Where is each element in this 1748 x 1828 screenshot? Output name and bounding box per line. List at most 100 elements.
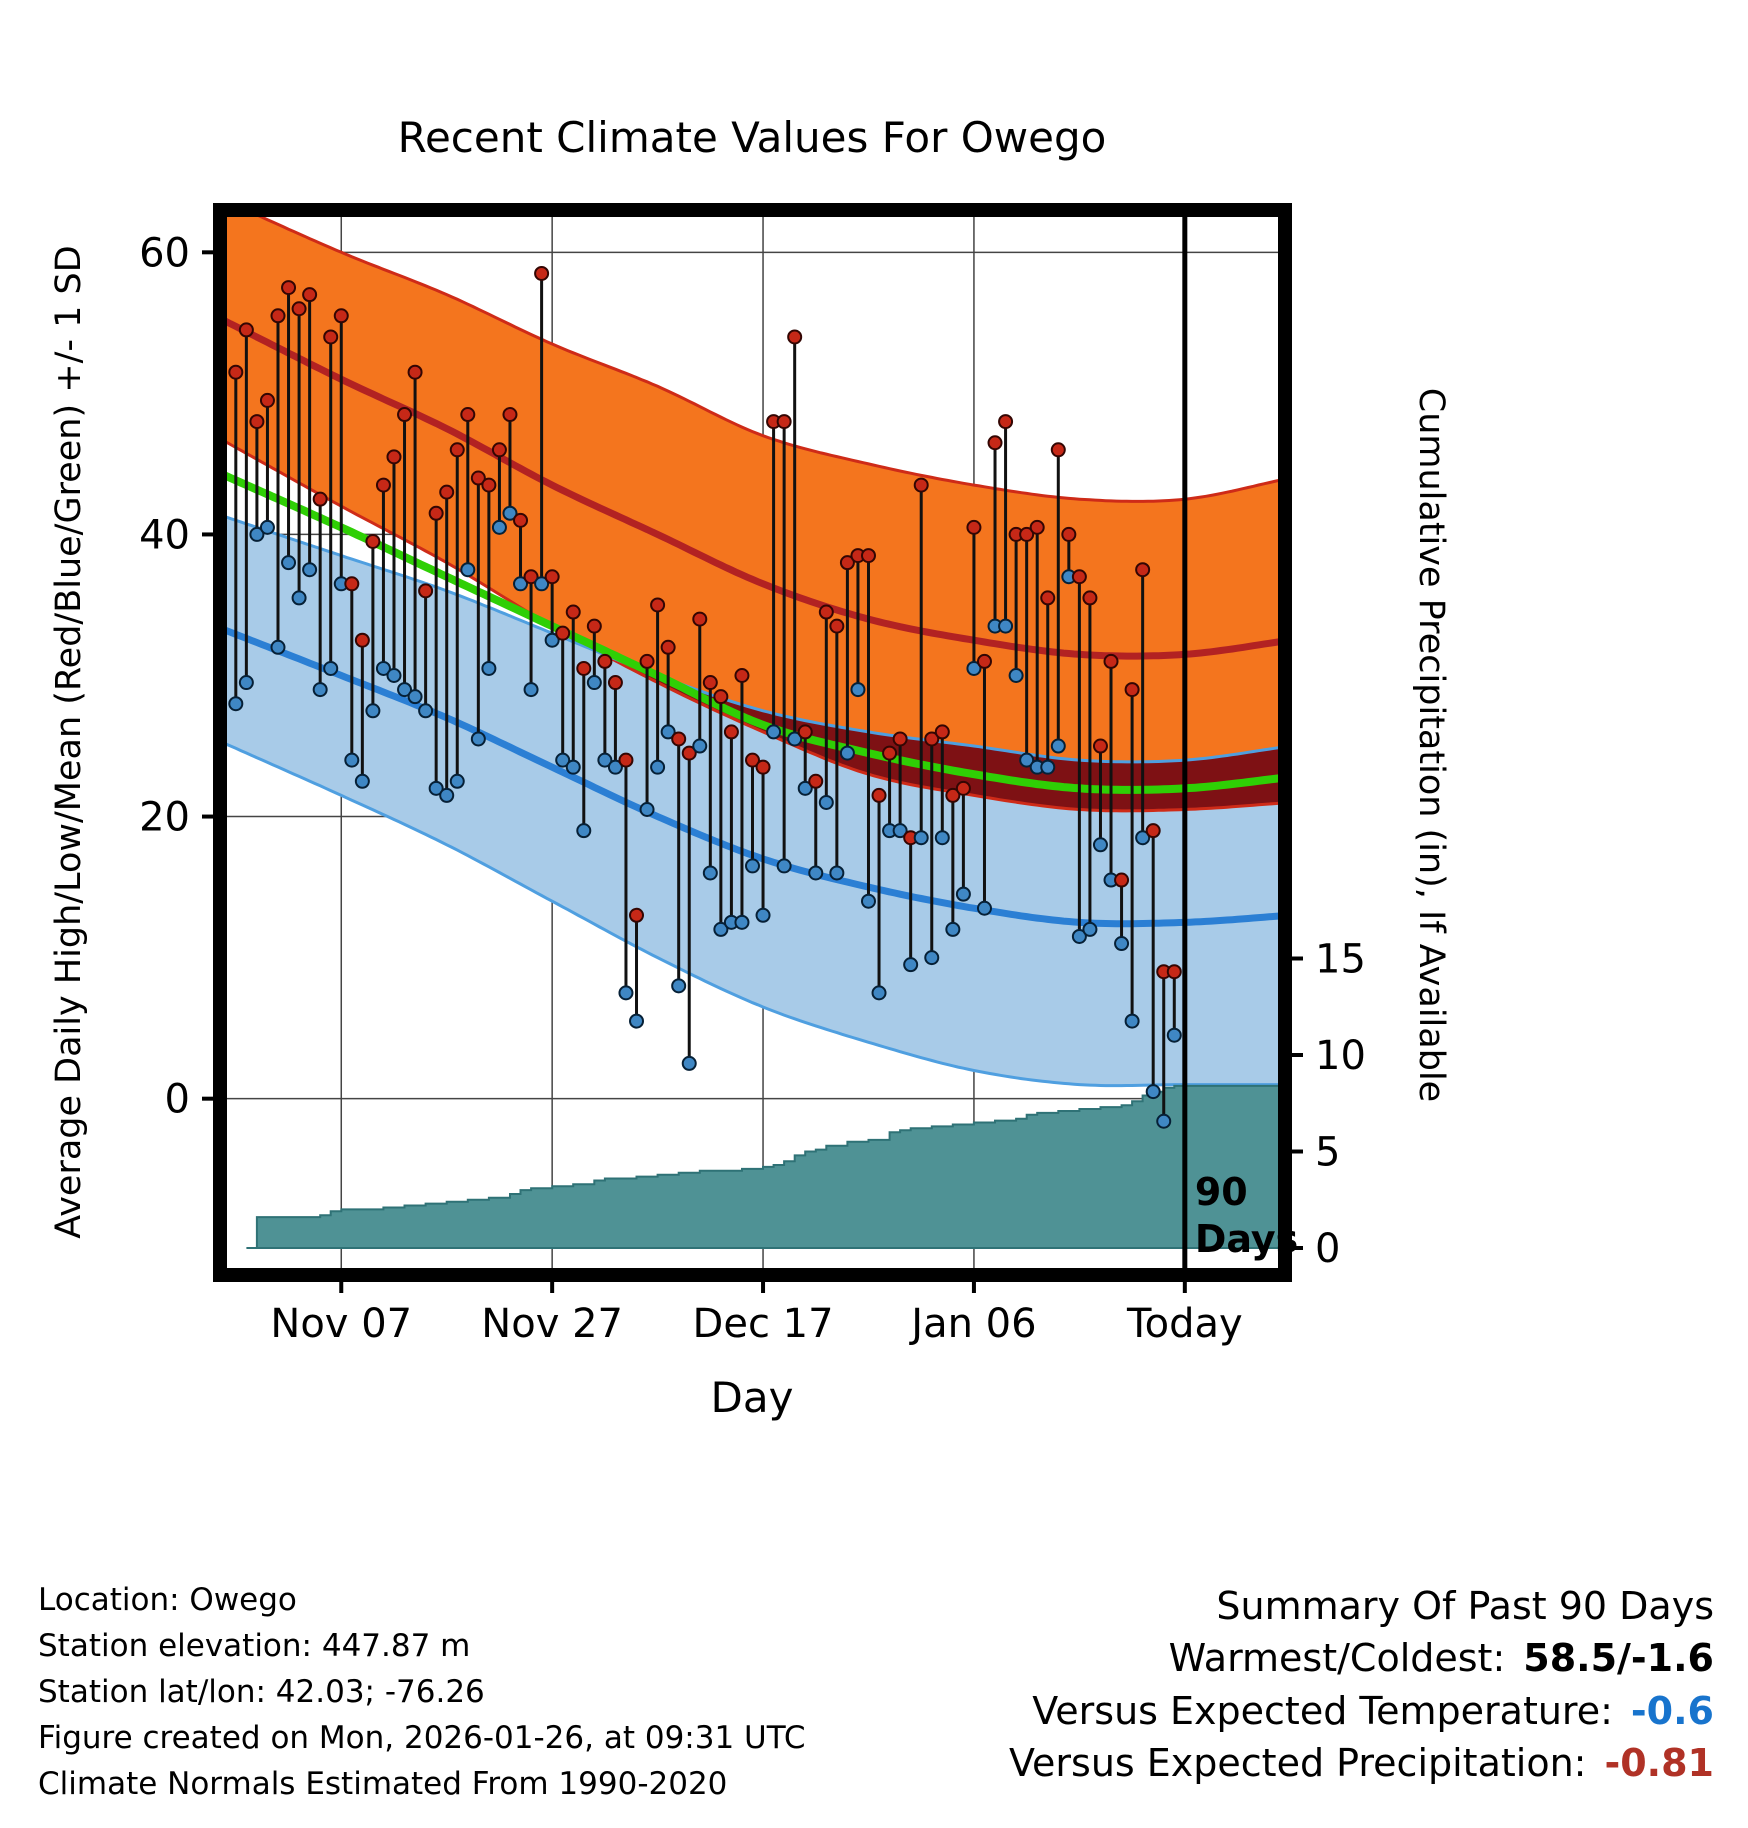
high-dot <box>829 618 845 634</box>
high-dot <box>745 752 760 768</box>
x-tick-label: Nov 07 <box>270 1301 412 1347</box>
summary-label: Versus Expected Temperature: <box>1032 1688 1613 1733</box>
low-dot <box>597 752 613 768</box>
precip-area <box>246 1084 1285 1249</box>
high-dot <box>702 675 718 691</box>
high-dot <box>808 773 824 789</box>
low-dot <box>323 660 339 676</box>
high-dot <box>523 569 539 585</box>
low-dot <box>555 752 571 768</box>
high-dot <box>481 477 497 493</box>
high-dot <box>1019 526 1035 542</box>
high-dot <box>871 787 887 803</box>
high-dot <box>998 414 1014 430</box>
low-dot <box>871 985 887 1001</box>
info-normals: Climate Normals Estimated From 1990-2020 <box>38 1765 728 1802</box>
low-dot <box>238 675 254 691</box>
low-dot <box>576 823 592 839</box>
low-dot <box>1135 830 1151 846</box>
high-dot <box>270 308 286 324</box>
low-dot <box>755 907 771 923</box>
high-band <box>220 210 1285 811</box>
high-dot <box>1103 653 1119 669</box>
low-dot <box>629 1013 645 1029</box>
low-dot <box>460 562 476 578</box>
high-dot <box>892 731 908 747</box>
y-right-tick-label: 15 <box>1315 937 1366 983</box>
low-dot <box>281 555 297 571</box>
low-dot <box>1156 1113 1172 1129</box>
low-dot <box>470 731 486 747</box>
low-dot <box>544 632 560 648</box>
high-dot <box>607 675 623 691</box>
low-dot <box>291 590 307 606</box>
x-tick-label: Nov 27 <box>481 1301 623 1347</box>
summary-value: 58.5/-1.6 <box>1523 1636 1714 1681</box>
high-dot <box>955 780 971 796</box>
high-dot <box>860 548 876 564</box>
y-right-tick-label: 0 <box>1315 1226 1340 1272</box>
high-dot <box>924 731 940 747</box>
low-dot <box>671 978 687 994</box>
y-left-tick-label: 60 <box>139 230 190 276</box>
low-dot <box>407 689 423 705</box>
high-dot <box>1092 738 1108 754</box>
x-axis-label: Day <box>711 1373 794 1422</box>
low-dot <box>745 858 760 874</box>
plot-border <box>213 203 1292 1282</box>
high-dot <box>650 597 666 613</box>
low-dot <box>808 865 824 881</box>
low-dot <box>787 731 803 747</box>
high-dot <box>302 287 318 303</box>
high-band-bottom-edge <box>220 437 1285 813</box>
high-dot <box>1145 823 1161 839</box>
high-dot <box>312 491 328 507</box>
low-dot <box>913 830 929 846</box>
high-dot <box>1040 590 1056 606</box>
summary-value: -0.6 <box>1630 1688 1714 1733</box>
high-dot <box>1071 569 1087 585</box>
overlap-band <box>604 654 1285 811</box>
x-tick-label: Today <box>1126 1301 1243 1347</box>
y-left-axis-label: Average Daily High/Low/Mean (Red/Blue/Gr… <box>49 245 89 1238</box>
low-dot <box>818 794 834 810</box>
ninety-days-label: 90 <box>1195 1170 1248 1214</box>
high-dot <box>544 569 560 585</box>
station-info: Location: Owego Station elevation: 447.8… <box>38 1578 806 1807</box>
info-created: Figure created on Mon, 2026-01-26, at 09… <box>38 1719 806 1756</box>
high-dot <box>660 639 676 655</box>
low-dot <box>797 780 813 796</box>
low-dot <box>650 759 666 775</box>
mean-line <box>220 469 1285 794</box>
low-dot <box>955 886 971 902</box>
high-dot <box>238 322 254 338</box>
summary-row-warmest-coldest: Warmest/Coldest: 58.5/-1.6 <box>1009 1632 1714 1684</box>
low-dot <box>829 865 845 881</box>
x-tick-label: Jan 06 <box>908 1301 1036 1347</box>
low-dot <box>607 759 623 775</box>
low-dot <box>839 745 855 761</box>
summary-row-vs-temperature: Versus Expected Temperature: -0.6 <box>1009 1685 1714 1737</box>
high-dot <box>629 907 645 923</box>
low-dot <box>481 660 497 676</box>
high-dot <box>945 787 961 803</box>
low-dot <box>1050 738 1066 754</box>
low-dot <box>903 957 919 973</box>
summary-label: Warmest/Coldest: <box>1168 1636 1506 1681</box>
summary-heading: Summary Of Past 90 Days <box>1216 1584 1714 1628</box>
high-dot <box>365 533 381 549</box>
axes: 0 20 40 60 0 5 10 15 Nov 07 Nov 27 Dec 17 Jan 06 Tod… <box>139 230 1366 1347</box>
low-dot <box>766 724 782 740</box>
low-dot <box>439 787 455 803</box>
high-dot <box>734 667 750 683</box>
low-dot <box>386 667 402 683</box>
low-dot <box>228 696 244 712</box>
y-right-tick-label: 10 <box>1315 1033 1366 1079</box>
low-dot <box>1114 936 1130 952</box>
low-dot <box>945 921 961 937</box>
summary-row-vs-precipitation: Versus Expected Precipitation: -0.81 <box>1009 1737 1714 1789</box>
summary-value: -0.81 <box>1604 1741 1714 1786</box>
high-dot <box>818 604 834 620</box>
high-dot <box>323 329 339 345</box>
y-right-axis-label: Cumulative Precipitation (in), If Availa… <box>1411 388 1451 1102</box>
